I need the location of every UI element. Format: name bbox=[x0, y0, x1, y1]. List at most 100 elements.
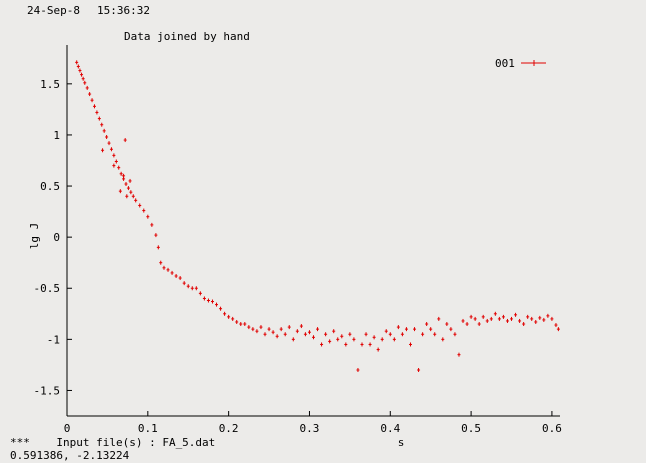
data-point bbox=[186, 284, 190, 289]
x-tick-label: 0.4 bbox=[380, 422, 400, 435]
data-point bbox=[473, 316, 477, 321]
data-point bbox=[80, 72, 84, 77]
data-point bbox=[85, 85, 89, 90]
data-point bbox=[485, 318, 489, 323]
data-point bbox=[328, 339, 332, 344]
date-label: 24-Sep-8 bbox=[27, 4, 80, 17]
data-point bbox=[150, 222, 154, 227]
data-point bbox=[380, 337, 384, 342]
data-point bbox=[388, 332, 392, 337]
data-point bbox=[384, 329, 388, 334]
chart-title: Data joined by hand bbox=[124, 30, 250, 43]
data-point bbox=[287, 325, 291, 330]
data-point bbox=[154, 233, 158, 238]
x-tick-label: 0 bbox=[64, 422, 71, 435]
data-point bbox=[417, 368, 421, 373]
data-point bbox=[457, 352, 461, 357]
data-point bbox=[263, 332, 267, 337]
y-tick-label: -0.5 bbox=[34, 282, 61, 295]
data-point bbox=[105, 134, 109, 139]
data-point bbox=[538, 315, 542, 320]
data-point bbox=[477, 322, 481, 327]
data-point bbox=[194, 286, 198, 291]
data-point bbox=[251, 327, 255, 332]
data-point bbox=[243, 322, 247, 327]
data-point bbox=[166, 267, 170, 272]
data-point bbox=[101, 148, 105, 153]
data-point bbox=[356, 368, 360, 373]
data-point bbox=[95, 110, 99, 115]
data-point bbox=[453, 332, 457, 337]
data-point bbox=[162, 265, 166, 270]
data-point bbox=[299, 324, 303, 329]
data-point bbox=[123, 138, 127, 143]
data-point bbox=[92, 104, 96, 109]
data-point bbox=[97, 116, 101, 121]
data-point bbox=[324, 332, 328, 337]
data-point bbox=[400, 332, 404, 337]
data-point bbox=[279, 327, 283, 332]
data-point bbox=[505, 318, 509, 323]
data-point bbox=[344, 342, 348, 347]
data-point bbox=[275, 334, 279, 339]
data-point bbox=[413, 327, 417, 332]
data-point bbox=[522, 322, 526, 327]
data-point bbox=[119, 171, 123, 176]
data-point bbox=[206, 298, 210, 303]
series-group bbox=[75, 60, 560, 373]
time-label: 15:36:32 bbox=[97, 4, 150, 17]
data-point bbox=[469, 314, 473, 319]
data-point bbox=[316, 327, 320, 332]
data-point bbox=[408, 342, 412, 347]
data-point bbox=[481, 314, 485, 319]
data-point bbox=[364, 332, 368, 337]
x-tick-label: 0.5 bbox=[461, 422, 481, 435]
y-tick-label: 1 bbox=[53, 129, 60, 142]
data-point bbox=[348, 332, 352, 337]
data-point bbox=[100, 122, 104, 127]
data-point bbox=[107, 141, 111, 146]
data-point bbox=[510, 316, 514, 321]
x-tick-label: 0.6 bbox=[542, 422, 562, 435]
x-ticks: 0 0.1 0.2 0.3 0.4 0.5 0.6 bbox=[64, 411, 562, 435]
data-point bbox=[90, 98, 94, 103]
data-point bbox=[465, 322, 469, 327]
data-point bbox=[271, 330, 275, 335]
data-point bbox=[556, 327, 560, 332]
coordinate-readout: 0.591386, -2.13224 bbox=[10, 449, 130, 462]
data-point bbox=[429, 327, 433, 332]
y-tick-label: 0 bbox=[53, 231, 60, 244]
data-point bbox=[461, 318, 465, 323]
data-point bbox=[546, 313, 550, 318]
x-tick-label: 0.1 bbox=[138, 422, 158, 435]
data-point bbox=[332, 329, 336, 334]
data-point bbox=[159, 260, 163, 265]
data-point bbox=[75, 60, 79, 65]
data-point bbox=[235, 319, 239, 324]
data-point bbox=[352, 337, 356, 342]
data-point bbox=[223, 311, 227, 316]
data-point bbox=[125, 194, 129, 199]
data-point bbox=[76, 64, 80, 69]
data-point bbox=[425, 322, 429, 327]
data-point bbox=[340, 334, 344, 339]
legend-label: 001 bbox=[495, 57, 515, 70]
data-point bbox=[291, 337, 295, 342]
data-point bbox=[421, 332, 425, 337]
data-point bbox=[78, 68, 82, 73]
data-point bbox=[445, 322, 449, 327]
data-point bbox=[156, 245, 160, 250]
x-tick-label: 0.3 bbox=[300, 422, 320, 435]
data-point bbox=[493, 311, 497, 316]
input-file-line: *** Input file(s) : FA_5.dat bbox=[10, 436, 216, 449]
data-point bbox=[81, 76, 85, 81]
y-axis-label: lg J bbox=[28, 223, 41, 250]
data-point bbox=[497, 316, 501, 321]
data-point bbox=[83, 80, 87, 85]
data-point bbox=[437, 316, 441, 321]
data-point bbox=[295, 329, 299, 334]
data-point bbox=[231, 316, 235, 321]
data-point bbox=[392, 337, 396, 342]
data-point bbox=[227, 314, 231, 319]
